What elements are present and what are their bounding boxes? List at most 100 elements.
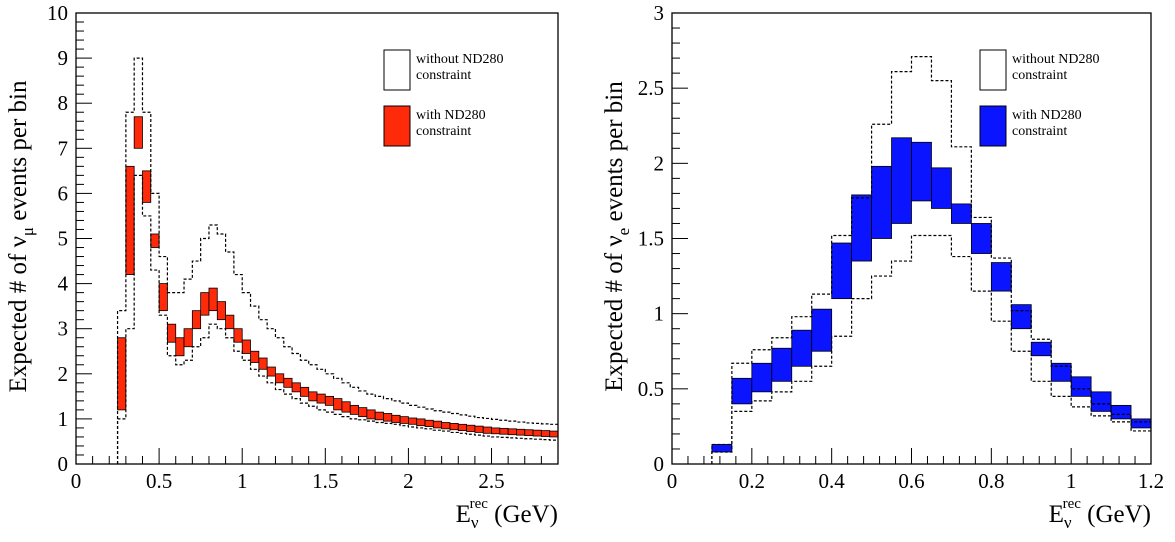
constrained-bin-box (125, 165, 135, 275)
constrained-bin-box (416, 418, 426, 427)
constrained-bin-box (142, 170, 152, 203)
constrained-bin-box (308, 391, 318, 402)
legend-swatch-outline (979, 49, 1007, 91)
y-tick-label: 0 (654, 452, 665, 476)
constrained-bin-box (208, 287, 218, 312)
y-tick-label: 2 (58, 362, 69, 386)
unconstrained-upper-outline (711, 55, 1151, 464)
x-axis-title: Eνrec (GeV) (1049, 496, 1151, 532)
constrained-bin-box (970, 223, 992, 254)
constrained-bin-box (150, 233, 160, 248)
constrained-bin-box (449, 423, 459, 431)
nue-chart: 0 0.2 0.4 0.6 0.8 1 1.2 0 0.5 1 1.5 2 2.5 3 Eνrec (GeV… (601, 1, 1164, 532)
y-tick-label: 2 (654, 151, 665, 175)
numu-chart: 0 0.5 1 1.5 2 2.5 0 1 2 3 4 5 6 7 8 9 10 Eνrec (GeV) Expec… (5, 1, 559, 532)
right-panel-nue: 0 0.2 0.4 0.6 0.8 1 1.2 0 0.5 1 1.5 2 2.5 3 Eνrec (GeV… (588, 0, 1175, 537)
constrained-band (711, 137, 1152, 453)
constrained-bin-box (441, 422, 451, 430)
legend-label-with: constraint (1012, 124, 1067, 139)
constrained-bin-box (233, 328, 243, 343)
constrained-bin-box (258, 357, 268, 370)
constrained-bin-box (383, 413, 393, 422)
constrained-bin-box (711, 444, 733, 453)
y-tick-label: 10 (47, 1, 68, 25)
legend-label-without: without ND280 (1012, 52, 1100, 67)
constrained-bin-box (167, 323, 177, 343)
y-tick-label: 0.5 (638, 377, 664, 401)
constrained-bin-box (200, 292, 210, 316)
constrained-bin-box (241, 339, 251, 354)
y-tick-label: 3 (654, 1, 665, 25)
constrained-bin-box (299, 386, 310, 397)
constrained-bin-box (466, 424, 476, 432)
x-tick-label: 1 (237, 469, 248, 493)
x-tick-label: 0 (667, 469, 678, 493)
constrained-bin-box (891, 137, 912, 224)
x-tick-label: 0 (71, 469, 82, 493)
constrained-bin-box (540, 430, 551, 437)
legend-swatch-filled (383, 105, 411, 147)
constrained-bin-box (358, 407, 368, 418)
x-tick-label: 0.5 (146, 469, 172, 493)
y-tick-label: 9 (58, 46, 69, 70)
constrained-bin-box (851, 194, 872, 262)
constrained-bin-box (391, 414, 401, 423)
constrained-bin-box (1030, 341, 1052, 357)
constrained-band (117, 116, 559, 438)
constrained-bin-box (516, 428, 526, 436)
constrained-bin-box (158, 283, 168, 312)
unconstrained-lower-outline (711, 234, 1151, 464)
constrained-bin-box (291, 382, 301, 393)
constrained-bin-box (507, 428, 517, 436)
constrained-bin-box (250, 350, 260, 363)
legend-label-without: constraint (1012, 68, 1067, 83)
constrained-bin-box (175, 337, 185, 357)
constrained-bin-box (951, 203, 972, 224)
legend-label-without: without ND280 (416, 52, 504, 67)
constrained-bin-box (731, 377, 753, 405)
y-tick-label: 6 (58, 181, 69, 205)
y-tick-label: 3 (58, 317, 69, 341)
x-tick-label: 2.5 (478, 469, 504, 493)
legend-label-with: with ND280 (416, 108, 486, 123)
constrained-bin-box (432, 420, 443, 429)
constrained-bin-box (324, 395, 335, 406)
y-tick-label: 1.5 (638, 227, 664, 251)
constrained-bin-box (499, 427, 509, 435)
y-axis-title: Expected # of νe events per bin (601, 81, 633, 392)
constrained-bin-box (474, 425, 484, 433)
left-panel-numu: 0 0.5 1 1.5 2 2.5 0 1 2 3 4 5 6 7 8 9 10 Eνrec (GeV) Expec… (0, 0, 587, 537)
y-tick-label: 8 (58, 91, 69, 115)
y-tick-label: 0 (58, 452, 69, 476)
constrained-bin-box (482, 426, 492, 434)
constrained-bin-box (191, 310, 202, 330)
constrained-bin-box (133, 116, 143, 149)
y-tick-label: 2.5 (638, 76, 664, 100)
constrained-bin-box (117, 337, 127, 411)
constrained-bin-box (457, 423, 467, 432)
constrained-bin-box (216, 301, 226, 321)
constrained-bin-box (1010, 304, 1032, 330)
constrained-bin-box (316, 393, 326, 404)
constrained-bin-box (399, 416, 409, 424)
x-tick-label: 2 (403, 469, 414, 493)
y-tick-label: 1 (654, 302, 665, 326)
x-tick-label: 1.2 (1138, 469, 1164, 493)
y-tick-label: 4 (58, 272, 69, 296)
constrained-bin-box (225, 314, 235, 330)
constrained-bin-box (549, 430, 559, 438)
legend-swatch-outline (383, 49, 411, 91)
y-tick-label: 5 (58, 227, 69, 251)
constrained-bin-box (811, 308, 833, 352)
y-axis-title: Expected # of νμ events per bin (5, 80, 37, 393)
x-tick-label: 0.4 (819, 469, 846, 493)
constrained-bin-box (771, 347, 793, 382)
constrained-bin-box (374, 411, 384, 421)
constrained-bin-box (532, 429, 542, 437)
constrained-bin-box (1070, 376, 1092, 397)
x-tick-label: 1.5 (312, 469, 338, 493)
constrained-bin-box (349, 404, 359, 415)
constrained-bin-box (931, 167, 952, 209)
